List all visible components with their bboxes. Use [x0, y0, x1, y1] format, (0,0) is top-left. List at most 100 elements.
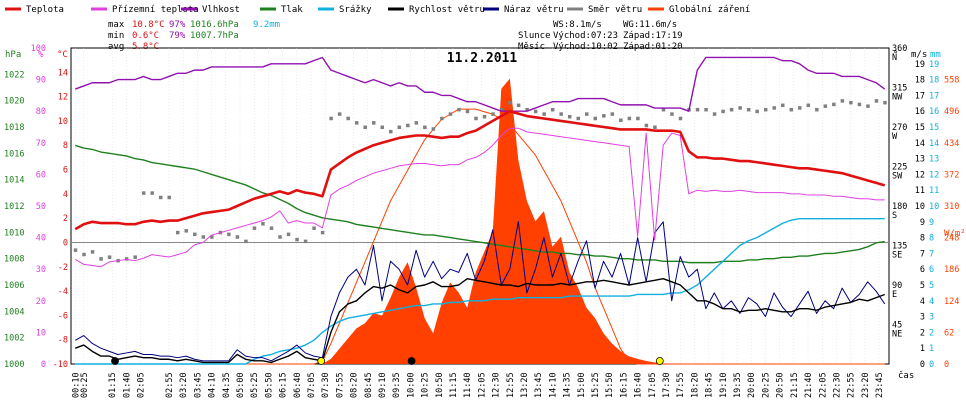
wind-direction-point [303, 239, 308, 244]
stat-ws: WS:8.1m/s [553, 20, 602, 30]
y-tick-mm: 3 [929, 313, 934, 323]
y-tick-wm2: 496 [944, 107, 959, 117]
legend-vlhkost-label: Vlhkost [202, 5, 240, 15]
y-tick-hpa: 1014 [4, 176, 24, 186]
legend: Teplota Přízemní teplota Vlhkost Tlak Sr… [5, 5, 750, 15]
wind-direction-point [661, 107, 666, 112]
y-tick-mm: 9 [929, 218, 934, 228]
y-tick-percent: 20 [36, 297, 46, 307]
wind-direction-point [82, 252, 86, 257]
x-tick-label: 03:20 [179, 372, 189, 398]
wind-direction-point [235, 235, 240, 239]
wind-direction-point [406, 123, 410, 128]
chart-title: 11.2.2011 [447, 51, 518, 66]
y-tick-hpa: 1020 [4, 97, 24, 107]
x-tick-label: 10:25 [421, 372, 431, 398]
y-tick-ms: 4 [920, 297, 925, 307]
y-tick-hpa: 1004 [4, 307, 24, 317]
wind-direction-point [193, 232, 197, 237]
stat-max-pressure: 1016.6hPa [190, 20, 239, 30]
wind-direction-point [465, 109, 470, 114]
y-tick-direction: 45 [892, 321, 902, 331]
x-tick-label: 12:30 [492, 372, 502, 398]
axis-unit-ms: m/s [911, 50, 927, 60]
wind-direction-point [295, 237, 299, 242]
wind-direction-point [806, 103, 811, 108]
y-tick-direction-label: N [892, 53, 897, 63]
x-tick-label: 18:45 [705, 372, 715, 398]
y-tick-mm: 14 [929, 139, 939, 149]
wind-direction-point [866, 104, 870, 108]
x-tick-label: 07:30 [321, 372, 331, 398]
legend-prizemni-teplota-label: Přízemní teplota [112, 5, 199, 15]
y-tick-wm2: 0 [944, 360, 949, 370]
series-srazky [75, 217, 885, 365]
stat-min-temp: 0.6°C [132, 31, 159, 41]
wind-direction-point [184, 229, 189, 233]
y-tick-ms: 8 [920, 234, 925, 244]
x-tick-label: 07:05 [307, 372, 317, 398]
y-tick-mm: 16 [929, 107, 939, 117]
wind-direction-point [704, 107, 708, 112]
wind-direction-point [176, 230, 180, 235]
wind-direction-point [440, 116, 444, 121]
x-tick-label: 16:15 [619, 372, 629, 398]
y-tick-ms: 5 [920, 281, 925, 291]
moon-set: Západ:01:20 [623, 42, 683, 52]
y-tick-mm: 1 [929, 344, 934, 354]
series-rychlost-vetru [75, 277, 885, 364]
legend-tlak-label: Tlak [281, 5, 303, 15]
wind-direction-point [508, 100, 512, 105]
wind-direction-point [363, 125, 367, 129]
x-tick-label: 16:40 [634, 372, 644, 398]
y-tick-direction: 360 [892, 44, 907, 54]
wind-direction-point [107, 255, 112, 259]
y-tick-mm: 13 [929, 155, 939, 165]
y-tick-mm: 15 [929, 123, 939, 133]
x-tick-label: 20:00 [747, 372, 757, 398]
wind-direction-point [602, 114, 606, 118]
wind-direction-point [636, 116, 640, 121]
wind-direction-point [252, 226, 257, 230]
y-tick-celsius: 4 [63, 190, 68, 200]
wind-direction-point [815, 107, 819, 112]
wind-direction-point [550, 107, 555, 112]
wind-direction-point [832, 102, 836, 107]
x-tick-label: 04:35 [222, 372, 232, 398]
y-tick-mm: 11 [929, 186, 939, 196]
series-vlhkost [75, 56, 886, 112]
y-tick-percent: 70 [36, 139, 46, 149]
x-tick-label: 04:10 [208, 372, 218, 398]
x-tick-label: 01:40 [122, 372, 132, 398]
wind-direction-point [499, 107, 504, 112]
x-tick-label: 13:45 [534, 372, 544, 398]
y-tick-ms: 2 [920, 328, 925, 338]
series-teplota [74, 109, 886, 231]
y-tick-celsius: 8 [63, 141, 68, 151]
x-tick-label: 17:05 [648, 372, 658, 398]
wind-direction-point [883, 100, 887, 105]
y-tick-direction: 270 [892, 123, 907, 133]
wind-direction-point [789, 107, 794, 112]
y-tick-wm2: 558 [944, 76, 959, 86]
sun-label: Slunce [518, 31, 551, 41]
y-tick-percent: 10 [36, 328, 46, 338]
wind-direction-point [227, 232, 231, 237]
y-tick-direction-label: S [892, 211, 897, 221]
wind-direction-point [261, 222, 265, 226]
y-tick-direction-label: W [892, 132, 898, 142]
x-tick-label: 15:50 [605, 372, 615, 398]
y-tick-ms: 7 [920, 249, 925, 259]
wind-direction-point [542, 112, 546, 116]
stat-min-label: min [108, 31, 124, 41]
x-tick-label: 12:05 [477, 372, 487, 398]
wind-direction-point [755, 109, 759, 114]
wind-direction-point [721, 109, 725, 114]
moonset-marker [111, 357, 119, 365]
y-tick-percent: 80 [36, 107, 46, 117]
y-tick-percent: 50 [36, 202, 46, 212]
y-tick-mm: 6 [929, 265, 934, 275]
y-tick-percent: 90 [36, 76, 46, 86]
series-tlak [75, 144, 885, 264]
x-tick-label: 08:45 [364, 372, 374, 398]
